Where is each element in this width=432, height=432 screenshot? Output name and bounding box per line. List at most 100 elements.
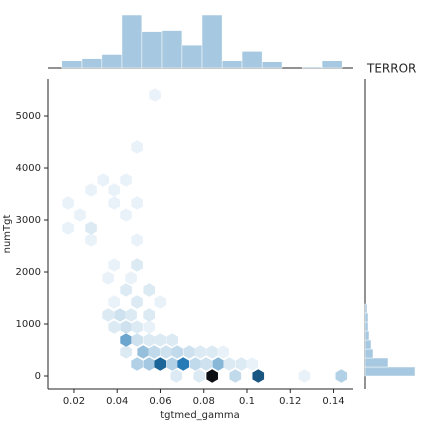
hexbin-cell bbox=[102, 308, 114, 322]
hexbin-cell bbox=[298, 369, 311, 383]
top-hist-bar bbox=[221, 60, 243, 69]
hexbin-cell bbox=[166, 357, 178, 371]
right-hist-bar bbox=[364, 339, 372, 350]
x-tick-label: 0.1 bbox=[239, 396, 255, 407]
top-hist-bar bbox=[121, 14, 143, 69]
top-hist-bar bbox=[201, 14, 223, 69]
hexbin-cell bbox=[131, 233, 143, 247]
hexbin-cell bbox=[120, 333, 132, 347]
hexbin-cell bbox=[194, 345, 207, 359]
hexbin-cell bbox=[108, 183, 120, 197]
x-tick-label: 0.12 bbox=[279, 396, 301, 407]
hexbin-cell bbox=[143, 320, 156, 334]
hexbin-cell bbox=[149, 88, 161, 102]
hexbin-cell bbox=[154, 357, 167, 371]
hexbin-cell bbox=[131, 258, 143, 272]
hexbin-cell bbox=[235, 357, 248, 371]
hexbin-cell bbox=[160, 345, 172, 359]
hexbin-cell bbox=[143, 357, 156, 371]
hexbin-cell bbox=[125, 271, 137, 285]
hexbin-cell bbox=[85, 233, 97, 247]
hexbin-cell bbox=[143, 308, 156, 322]
hexbin-cell bbox=[131, 140, 143, 154]
x-tick-label: 0.08 bbox=[193, 396, 215, 407]
y-tick-label: 1000 bbox=[16, 319, 41, 330]
y-tick-label: 5000 bbox=[16, 111, 41, 122]
x-tick-label: 0.06 bbox=[149, 396, 171, 407]
hexbin-cell bbox=[97, 173, 109, 187]
hexbin-cell bbox=[206, 369, 218, 383]
hexbin-cell bbox=[120, 173, 132, 187]
hexbin-cell bbox=[246, 357, 258, 371]
hexbin-cell bbox=[189, 357, 202, 371]
hexbin-cell bbox=[108, 295, 120, 309]
hexbin-cell bbox=[252, 369, 265, 383]
right-hist-bar bbox=[364, 312, 369, 323]
y-tick-label: 2000 bbox=[16, 267, 41, 278]
hexbin-cell bbox=[108, 320, 120, 334]
hexbin-cell bbox=[183, 345, 196, 359]
hexbin-cell bbox=[74, 208, 86, 222]
right-hist-bar bbox=[364, 348, 374, 359]
x-axis-label: tgtmed_gamma bbox=[160, 410, 240, 421]
hexbin-cell bbox=[143, 283, 156, 297]
hexbin-cell bbox=[108, 258, 120, 272]
hexbin-cell bbox=[193, 369, 205, 383]
hexbin-cell bbox=[229, 369, 242, 383]
hexbin-cell bbox=[212, 357, 225, 371]
hexbin-cell bbox=[120, 283, 132, 297]
y-tick-label: 3000 bbox=[16, 215, 41, 226]
right-hist-bar bbox=[364, 357, 389, 368]
y-tick-label: 4000 bbox=[16, 163, 41, 174]
top-hist-bar bbox=[261, 61, 283, 69]
hexbin-cell bbox=[137, 345, 149, 359]
hexbin-cell bbox=[148, 345, 161, 359]
top-hist-bar bbox=[321, 60, 343, 69]
x-tick-label: 0.14 bbox=[322, 396, 344, 407]
right-hist-bar bbox=[364, 366, 416, 377]
hexbin-cell bbox=[171, 345, 183, 359]
top-hist-bar bbox=[81, 58, 103, 69]
hexbin-cell bbox=[114, 308, 126, 322]
hexbin-cell bbox=[154, 295, 167, 309]
x-tick-label: 0.02 bbox=[63, 396, 85, 407]
right-hist-bar bbox=[364, 330, 370, 341]
chart-title: TERROR bbox=[366, 62, 416, 76]
right-hist-bar bbox=[364, 321, 369, 332]
hexbin-cell bbox=[62, 221, 74, 235]
hexbin-cell bbox=[223, 357, 236, 371]
top-hist-bar bbox=[241, 51, 263, 69]
hexbin-cell bbox=[206, 345, 218, 359]
hexbin-cell bbox=[166, 333, 178, 347]
hexbin-cell bbox=[120, 345, 132, 359]
hexbin-cell bbox=[177, 357, 189, 371]
y-tick-label: 0 bbox=[35, 371, 41, 382]
hexbin-cell bbox=[120, 320, 132, 334]
hexbin-cell bbox=[217, 345, 230, 359]
hexbin-cell bbox=[125, 308, 137, 322]
y-axis-label: numTgt bbox=[2, 215, 13, 254]
hexbin-cell bbox=[154, 333, 167, 347]
hexbin-cell bbox=[85, 183, 97, 197]
top-hist-bar bbox=[161, 30, 183, 69]
top-hist-bar bbox=[301, 66, 323, 69]
hexbin-cell bbox=[131, 295, 143, 309]
hexbin-cell bbox=[170, 369, 183, 383]
top-hist-bar bbox=[181, 44, 203, 69]
hexbin-cell bbox=[200, 357, 212, 371]
hexbin-cell bbox=[131, 333, 143, 347]
x-tick-label: 0.04 bbox=[106, 396, 128, 407]
hexbin-cell bbox=[131, 196, 143, 210]
right-hist-bar bbox=[364, 303, 368, 314]
hexbin-cell bbox=[143, 333, 156, 347]
hexbin-cell bbox=[131, 357, 143, 371]
top-hist-bar bbox=[61, 60, 83, 69]
hexbin-cell bbox=[102, 271, 114, 285]
hexbin-cell bbox=[131, 320, 143, 334]
hexbin-cell bbox=[120, 208, 132, 222]
hexbin-cell bbox=[62, 196, 74, 210]
top-hist-bar bbox=[101, 54, 123, 69]
hexbin-cell bbox=[85, 221, 97, 235]
hexbin-cell bbox=[335, 369, 348, 383]
